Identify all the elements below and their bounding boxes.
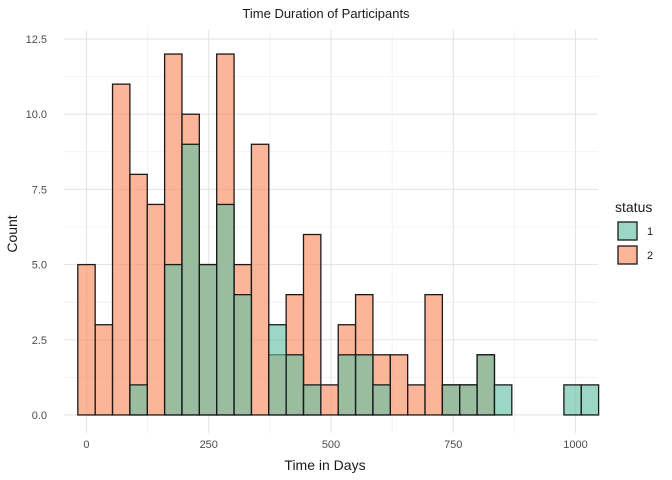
histogram-bar-status-2	[129, 173, 148, 416]
y-axis-ticks: 0.0 2.5 5.0 7.5 10.0 12.5	[26, 34, 47, 422]
histogram-bar-status-2	[94, 324, 114, 416]
legend-items: 12	[617, 221, 653, 265]
histogram-bar-status-1	[372, 384, 391, 416]
chart-title: Time Duration of Participants	[242, 6, 410, 21]
histogram-bar-status-1	[198, 263, 218, 416]
histogram-bar-status-1	[302, 384, 322, 416]
y-tick-label: 2.5	[32, 335, 47, 347]
x-tick-label: 500	[322, 439, 340, 451]
histogram-bar-status-1	[580, 384, 600, 416]
histogram-bar-status-2	[111, 83, 131, 416]
histogram-bar-status-1	[285, 354, 305, 416]
y-tick-label: 7.5	[32, 184, 47, 196]
y-axis-title: Count	[4, 215, 20, 252]
histogram-bar-status-1	[476, 354, 496, 416]
histogram-bar-status-1	[337, 354, 357, 416]
y-tick-label: 12.5	[26, 34, 47, 46]
histogram-bar-status-1	[354, 354, 374, 416]
legend-label-status-1: 1	[647, 226, 653, 238]
histogram-bar-status-1	[163, 263, 183, 416]
y-tick-label: 10.0	[26, 109, 47, 121]
histogram-bar-status-1	[563, 384, 582, 416]
histogram-bars	[77, 53, 600, 416]
histogram-bar-status-1	[268, 324, 287, 416]
legend-swatch-status-1	[617, 221, 638, 241]
histogram-bar-status-2	[407, 384, 426, 416]
histogram-bar-status-2	[320, 384, 339, 416]
histogram-bar-status-2	[146, 203, 166, 416]
legend-label-status-2: 2	[647, 250, 653, 262]
x-tick-label: 250	[200, 439, 218, 451]
histogram-bar-status-1	[216, 203, 235, 416]
x-axis-ticks: 0 250 500 750 1000	[83, 439, 587, 451]
y-tick-label: 5.0	[32, 260, 47, 272]
histogram-bar-status-1	[441, 384, 461, 416]
legend: status 12	[615, 199, 653, 265]
histogram-bar-status-1	[493, 384, 513, 416]
x-tick-label: 750	[444, 439, 462, 451]
histogram-bar-status-1	[459, 384, 478, 416]
y-tick-label: 0.0	[32, 410, 47, 422]
legend-title: status	[615, 199, 652, 215]
x-tick-label: 1000	[563, 439, 587, 451]
histogram-bar-status-2	[250, 143, 270, 416]
histogram-bar-status-2	[389, 354, 409, 416]
histogram-bar-status-1	[181, 143, 200, 416]
histogram-bar-status-2	[77, 263, 96, 416]
histogram-bar-status-2	[424, 294, 444, 416]
histogram-bar-status-1	[129, 384, 148, 416]
x-axis-title: Time in Days	[284, 457, 365, 473]
x-tick-label: 0	[83, 439, 89, 451]
histogram-bar-status-1	[233, 294, 253, 416]
legend-swatch-status-2	[617, 245, 638, 265]
